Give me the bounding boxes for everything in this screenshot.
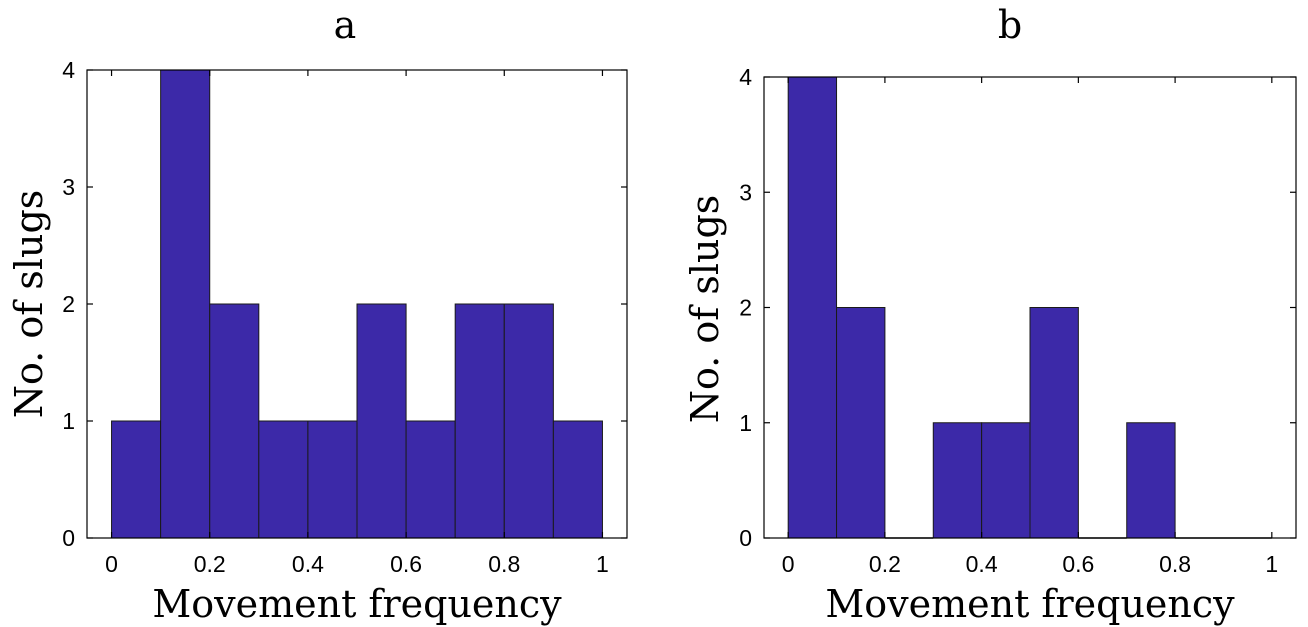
histogram-bar-a-1 — [160, 69, 211, 539]
tick-labels-b: 0 0.2 0.4 0.6 0.8 1 0 1 2 3 4 — [739, 64, 1278, 577]
x-axis-label-b: Movement frequency — [825, 582, 1235, 626]
chart-title-a: a — [334, 3, 357, 47]
y-tick-label-a-2: 2 — [62, 291, 75, 317]
y-axis-label-a: No. of slugs — [7, 190, 51, 419]
x-tick-label-a-1: 0.2 — [194, 551, 226, 577]
histogram-bar-a-8 — [503, 303, 554, 539]
x-tick-label-a-5: 1 — [596, 551, 609, 577]
y-tick-label-a-4: 4 — [62, 57, 75, 83]
x-tick-label-a-4: 0.8 — [488, 551, 520, 577]
histogram-bar-b-1 — [836, 307, 886, 539]
y-tick-label-a-0: 0 — [62, 525, 75, 551]
y-tick-label-b-4: 4 — [739, 64, 752, 90]
histogram-bar-a-3 — [258, 420, 309, 539]
y-tick-label-b-0: 0 — [739, 525, 752, 551]
chart-title-b: b — [998, 3, 1022, 47]
x-tick-label-b-3: 0.6 — [1062, 551, 1094, 577]
tick-labels-a: 0 0.2 0.4 0.6 0.8 1 0 1 2 3 4 — [62, 57, 609, 577]
bars-a — [111, 69, 603, 539]
x-tick-label-b-4: 0.8 — [1159, 551, 1191, 577]
chart-panel-b: b 0 0.2 0.4 0.6 0.8 1 0 1 2 3 4 Movement frequency… — [683, 3, 1297, 626]
bars-b — [787, 76, 1272, 539]
histogram-bar-a-0 — [111, 420, 162, 539]
histogram-bar-a-2 — [209, 303, 260, 539]
y-tick-label-b-2: 2 — [739, 295, 752, 321]
ticks-a — [87, 69, 627, 539]
histogram-bar-b-5 — [1029, 307, 1079, 539]
x-tick-label-b-1: 0.2 — [869, 551, 901, 577]
y-tick-label-a-3: 3 — [62, 174, 75, 200]
x-tick-label-a-0: 0 — [105, 551, 118, 577]
x-tick-label-b-0: 0 — [782, 551, 795, 577]
y-tick-label-b-3: 3 — [739, 179, 752, 205]
histogram-bar-b-3 — [932, 422, 983, 539]
histogram-bar-a-6 — [405, 420, 456, 539]
x-tick-label-b-2: 0.4 — [966, 551, 998, 577]
histogram-bar-a-9 — [552, 420, 603, 539]
x-tick-label-b-5: 1 — [1265, 551, 1278, 577]
y-tick-label-a-1: 1 — [62, 408, 75, 434]
histogram-bar-a-7 — [454, 303, 505, 539]
ticks-b — [764, 76, 1296, 539]
x-tick-label-a-2: 0.4 — [292, 551, 324, 577]
x-axis-label-a: Movement frequency — [152, 582, 562, 626]
x-tick-label-a-3: 0.6 — [390, 551, 422, 577]
histogram-bar-b-0 — [787, 76, 838, 539]
histogram-bar-a-4 — [307, 420, 358, 539]
histogram-bar-b-4 — [981, 422, 1031, 539]
chart-panel-a: a 0 0.2 0.4 0.6 0.8 1 0 1 2 3 4 Movement frequency… — [7, 3, 628, 626]
histogram-bar-a-5 — [356, 303, 407, 539]
y-tick-label-b-1: 1 — [739, 410, 752, 436]
histogram-bar-b-7 — [1126, 422, 1176, 539]
y-axis-label-b: No. of slugs — [683, 195, 727, 424]
